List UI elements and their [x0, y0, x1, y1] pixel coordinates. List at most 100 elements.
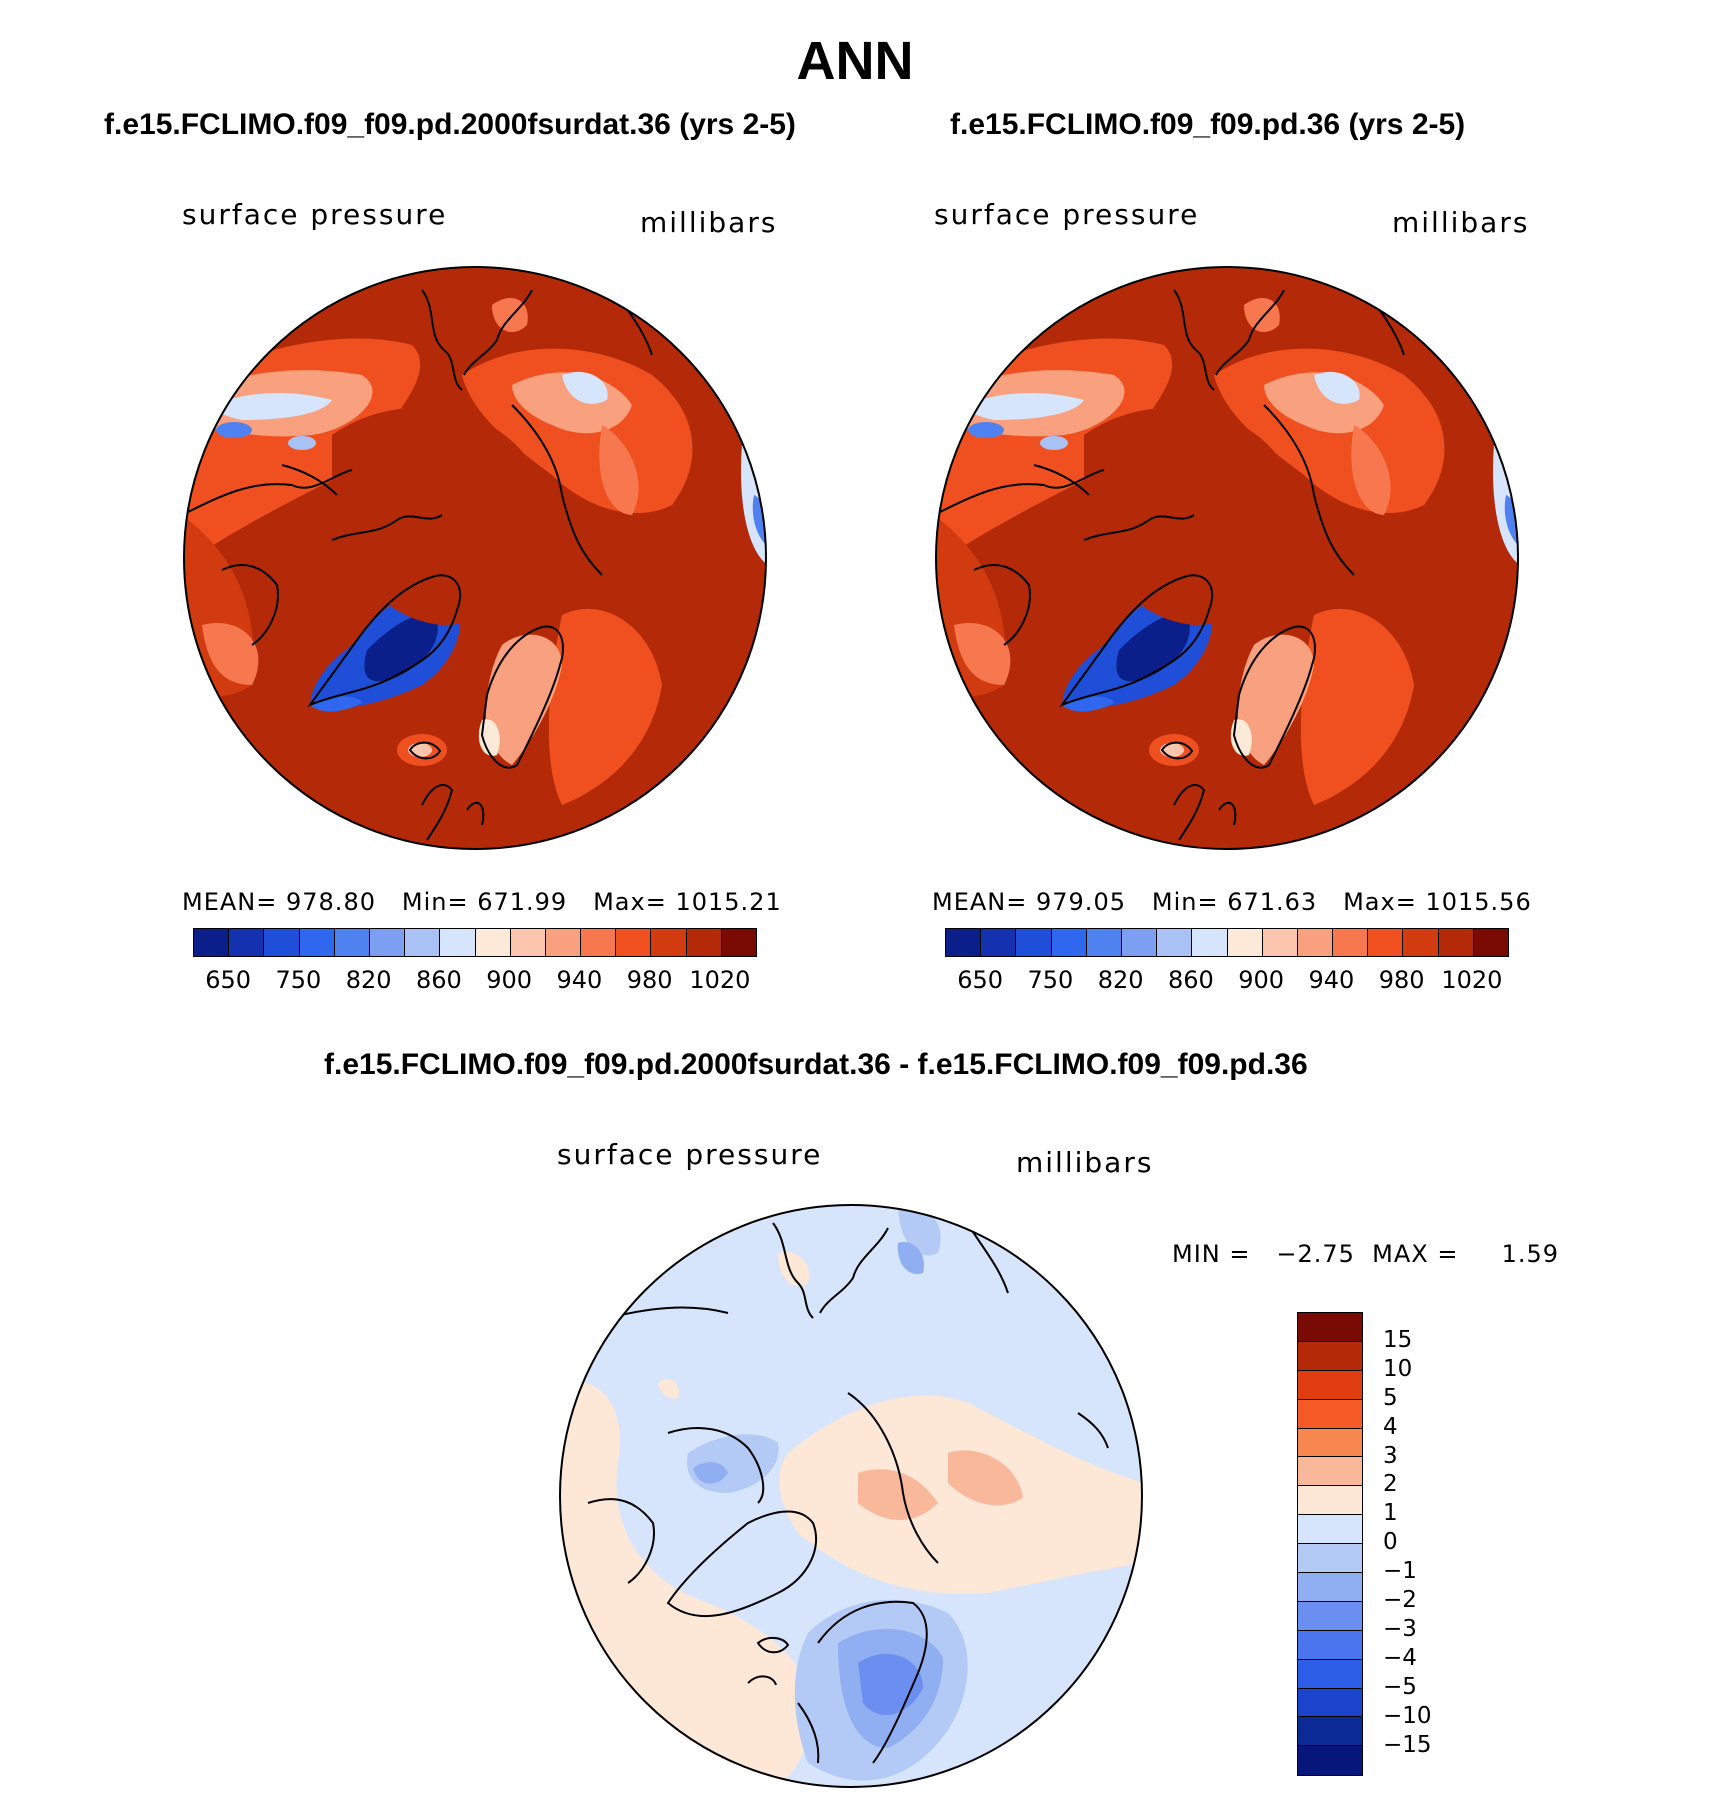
colorbar-tick-label: −2: [1383, 1587, 1417, 1613]
panel-1-colorbar: [193, 928, 757, 957]
colorbar-tick-label: −15: [1383, 1731, 1432, 1758]
panel-1-min-value: 671.99: [477, 888, 568, 916]
panel-1-max-value: 1015.21: [675, 888, 782, 916]
colorbar-tick-label: 860: [415, 966, 462, 994]
colorbar-tick-label: −3: [1383, 1615, 1417, 1642]
colorbar-tick-label: 650: [205, 966, 252, 994]
colorbar-tick-label: 3: [1383, 1442, 1398, 1469]
diff-polar-map: [559, 1204, 1143, 1788]
colorbar-tick-label: 750: [275, 966, 322, 994]
colorbar-tick-label: 900: [486, 966, 533, 994]
colorbar-swatch: [1297, 929, 1334, 956]
colorbar-swatch: [1298, 1486, 1362, 1516]
colorbar-swatch: [1298, 1313, 1362, 1342]
diff-units-label: millibars: [1016, 1146, 1154, 1179]
panel-1-stats: MEAN= 978.80 Min= 671.99 Max= 1015.21: [182, 888, 782, 916]
colorbar-tick-label: 4: [1383, 1413, 1398, 1440]
colorbar-tick-label: 900: [1238, 966, 1285, 994]
panel-2-units-label: millibars: [1392, 206, 1530, 239]
colorbar-tick-label: −10: [1383, 1702, 1432, 1729]
colorbar-tick-label: 0: [1383, 1529, 1398, 1556]
panel-1-min-label: Min=: [401, 888, 469, 916]
colorbar-swatch: [1298, 1515, 1362, 1545]
panel-2-min-value: 671.63: [1227, 888, 1318, 916]
colorbar-tick-label: −1: [1383, 1558, 1417, 1585]
colorbar-swatch: [1227, 929, 1263, 956]
colorbar-swatch: [1298, 1659, 1362, 1689]
colorbar-swatch: [1403, 929, 1439, 956]
colorbar-swatch: [1298, 1428, 1362, 1458]
colorbar-swatch: [1157, 929, 1193, 956]
colorbar-swatch: [440, 929, 476, 956]
colorbar-swatch: [981, 929, 1017, 956]
panel-1-max-label: Max=: [593, 888, 667, 916]
diff-variable-label: surface pressure: [557, 1138, 823, 1171]
colorbar-swatch: [510, 929, 546, 956]
diff-title: f.e15.FCLIMO.f09_f09.pd.2000fsurdat.36 -…: [324, 1048, 1308, 1081]
colorbar-swatch: [194, 929, 230, 956]
colorbar-swatch: [616, 929, 652, 956]
colorbar-tick-label: 820: [1097, 966, 1144, 994]
colorbar-swatch: [1298, 1688, 1362, 1718]
colorbar-swatch: [1473, 929, 1508, 956]
panel-1-units-label: millibars: [640, 206, 778, 239]
colorbar-swatch: [946, 929, 982, 956]
panel-1-mean-label: MEAN=: [182, 888, 278, 916]
colorbar-tick-label: −5: [1383, 1673, 1417, 1700]
colorbar-swatch: [721, 929, 756, 956]
colorbar-swatch: [1298, 1573, 1362, 1602]
colorbar-swatch: [475, 929, 511, 956]
colorbar-swatch: [299, 929, 335, 956]
panel-2-colorbar-ticks: 650 750 820 860 900 940 980 1020: [945, 966, 1507, 996]
colorbar-swatch: [686, 929, 722, 956]
colorbar-tick-label: 940: [556, 966, 603, 994]
colorbar-swatch: [1298, 1746, 1362, 1776]
colorbar-swatch: [1051, 929, 1087, 956]
panel-2-mean-value: 979.05: [1036, 888, 1126, 916]
colorbar-tick-label: 15: [1383, 1326, 1413, 1353]
colorbar-swatch: [405, 929, 441, 956]
colorbar-swatch: [581, 929, 617, 956]
colorbar-swatch: [1298, 1630, 1362, 1660]
colorbar-swatch: [1086, 929, 1122, 956]
colorbar-tick-label: 820: [345, 966, 392, 994]
page-title: ANN: [796, 31, 914, 91]
colorbar-swatch: [1192, 929, 1228, 956]
panel-2-polar-map: [935, 266, 1519, 850]
colorbar-swatch: [651, 929, 687, 956]
panel-1-mean-value: 978.80: [286, 888, 376, 916]
colorbar-swatch: [1438, 929, 1474, 956]
panel-1-polar-map: [183, 266, 767, 850]
panel-1-colorbar-ticks: 650 750 820 860 900 940 980 1020: [193, 966, 755, 996]
colorbar-tick-label: −4: [1383, 1644, 1417, 1671]
colorbar-tick-label: 1020: [1441, 966, 1503, 994]
colorbar-tick-label: 980: [1378, 966, 1425, 994]
panel-2-max-label: Max=: [1343, 888, 1417, 916]
colorbar-swatch: [1298, 1717, 1362, 1747]
colorbar-swatch: [1016, 929, 1052, 956]
colorbar-swatch: [1298, 1399, 1362, 1429]
panel-1-title: f.e15.FCLIMO.f09_f09.pd.2000fsurdat.36 (…: [104, 108, 796, 141]
colorbar-tick-label: 980: [626, 966, 673, 994]
colorbar-tick-label: 750: [1027, 966, 1074, 994]
panel-2-stats: MEAN= 979.05 Min= 671.63 Max= 1015.56: [932, 888, 1532, 916]
colorbar-tick-label: 1020: [689, 966, 751, 994]
colorbar-swatch: [1298, 1601, 1362, 1631]
panel-1-variable-label: surface pressure: [182, 198, 448, 231]
panel-2-title: f.e15.FCLIMO.f09_f09.pd.36 (yrs 2-5): [950, 108, 1466, 141]
diff-colorbar-ticks: 15 10 5 4 3 2 1 0 −1 −2 −3 −4 −5 −10 −15: [1383, 1312, 1483, 1792]
panel-2-colorbar: [945, 928, 1509, 957]
colorbar-swatch: [1368, 929, 1404, 956]
colorbar-tick-label: 860: [1167, 966, 1214, 994]
colorbar-swatch: [264, 929, 300, 956]
colorbar-swatch: [1262, 929, 1298, 956]
colorbar-swatch: [545, 929, 582, 956]
colorbar-swatch: [1298, 1370, 1362, 1400]
panel-2-min-label: Min=: [1151, 888, 1219, 916]
colorbar-swatch: [229, 929, 265, 956]
colorbar-tick-label: 5: [1383, 1384, 1398, 1411]
panel-2-mean-label: MEAN=: [932, 888, 1028, 916]
colorbar-swatch: [334, 929, 370, 956]
colorbar-tick-label: 2: [1383, 1471, 1398, 1498]
colorbar-tick-label: 940: [1308, 966, 1355, 994]
